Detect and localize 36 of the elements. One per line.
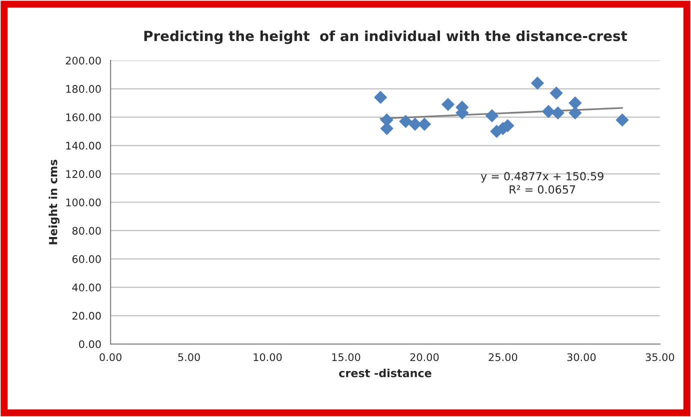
- y-tick-label: 180.00: [66, 85, 101, 93]
- x-tick-label: 20.00: [410, 353, 439, 362]
- y-axis-title: Height in cms: [48, 160, 60, 244]
- point: [542, 104, 556, 118]
- point: [616, 113, 629, 127]
- y-tick-label: 120.00: [66, 170, 101, 178]
- point: [485, 109, 499, 122]
- y-tick-label: 100.00: [66, 198, 101, 206]
- y-tick-label: 60.00: [72, 255, 101, 264]
- x-tick-label: 0.00: [100, 353, 122, 362]
- point: [530, 76, 544, 90]
- point: [568, 96, 582, 110]
- point: [418, 118, 432, 131]
- point: [408, 118, 422, 131]
- chart-title: Predicting the height of an individual with the distance-crest: [144, 30, 628, 44]
- annotation: y = 0.4877x + 150.59 R² = 0.0657: [480, 172, 604, 194]
- y-tick-label: 140.00: [66, 142, 101, 150]
- point: [550, 86, 563, 100]
- x-tick-label: 5.00: [178, 353, 200, 362]
- y-tick-label: 20.00: [72, 312, 101, 320]
- x-tick-label: 15.00: [332, 353, 360, 362]
- y-tick-label: 200.00: [66, 56, 101, 65]
- y-tick-label: 40.00: [72, 284, 101, 292]
- point: [399, 114, 412, 128]
- point: [551, 106, 564, 120]
- point: [441, 98, 455, 112]
- x-tick-label: 30.00: [567, 353, 596, 362]
- x-tick-label: 10.00: [254, 353, 282, 362]
- x-tick-label: 25.00: [488, 353, 518, 362]
- y-tick-label: 0.00: [79, 340, 101, 348]
- x-axis-title: crest -distance: [339, 368, 432, 378]
- y-tick-label: 160.00: [66, 113, 101, 122]
- x-tick-label: 35.00: [646, 353, 674, 362]
- point: [568, 106, 582, 120]
- point: [374, 90, 388, 104]
- y-tick-label: 80.00: [72, 226, 101, 235]
